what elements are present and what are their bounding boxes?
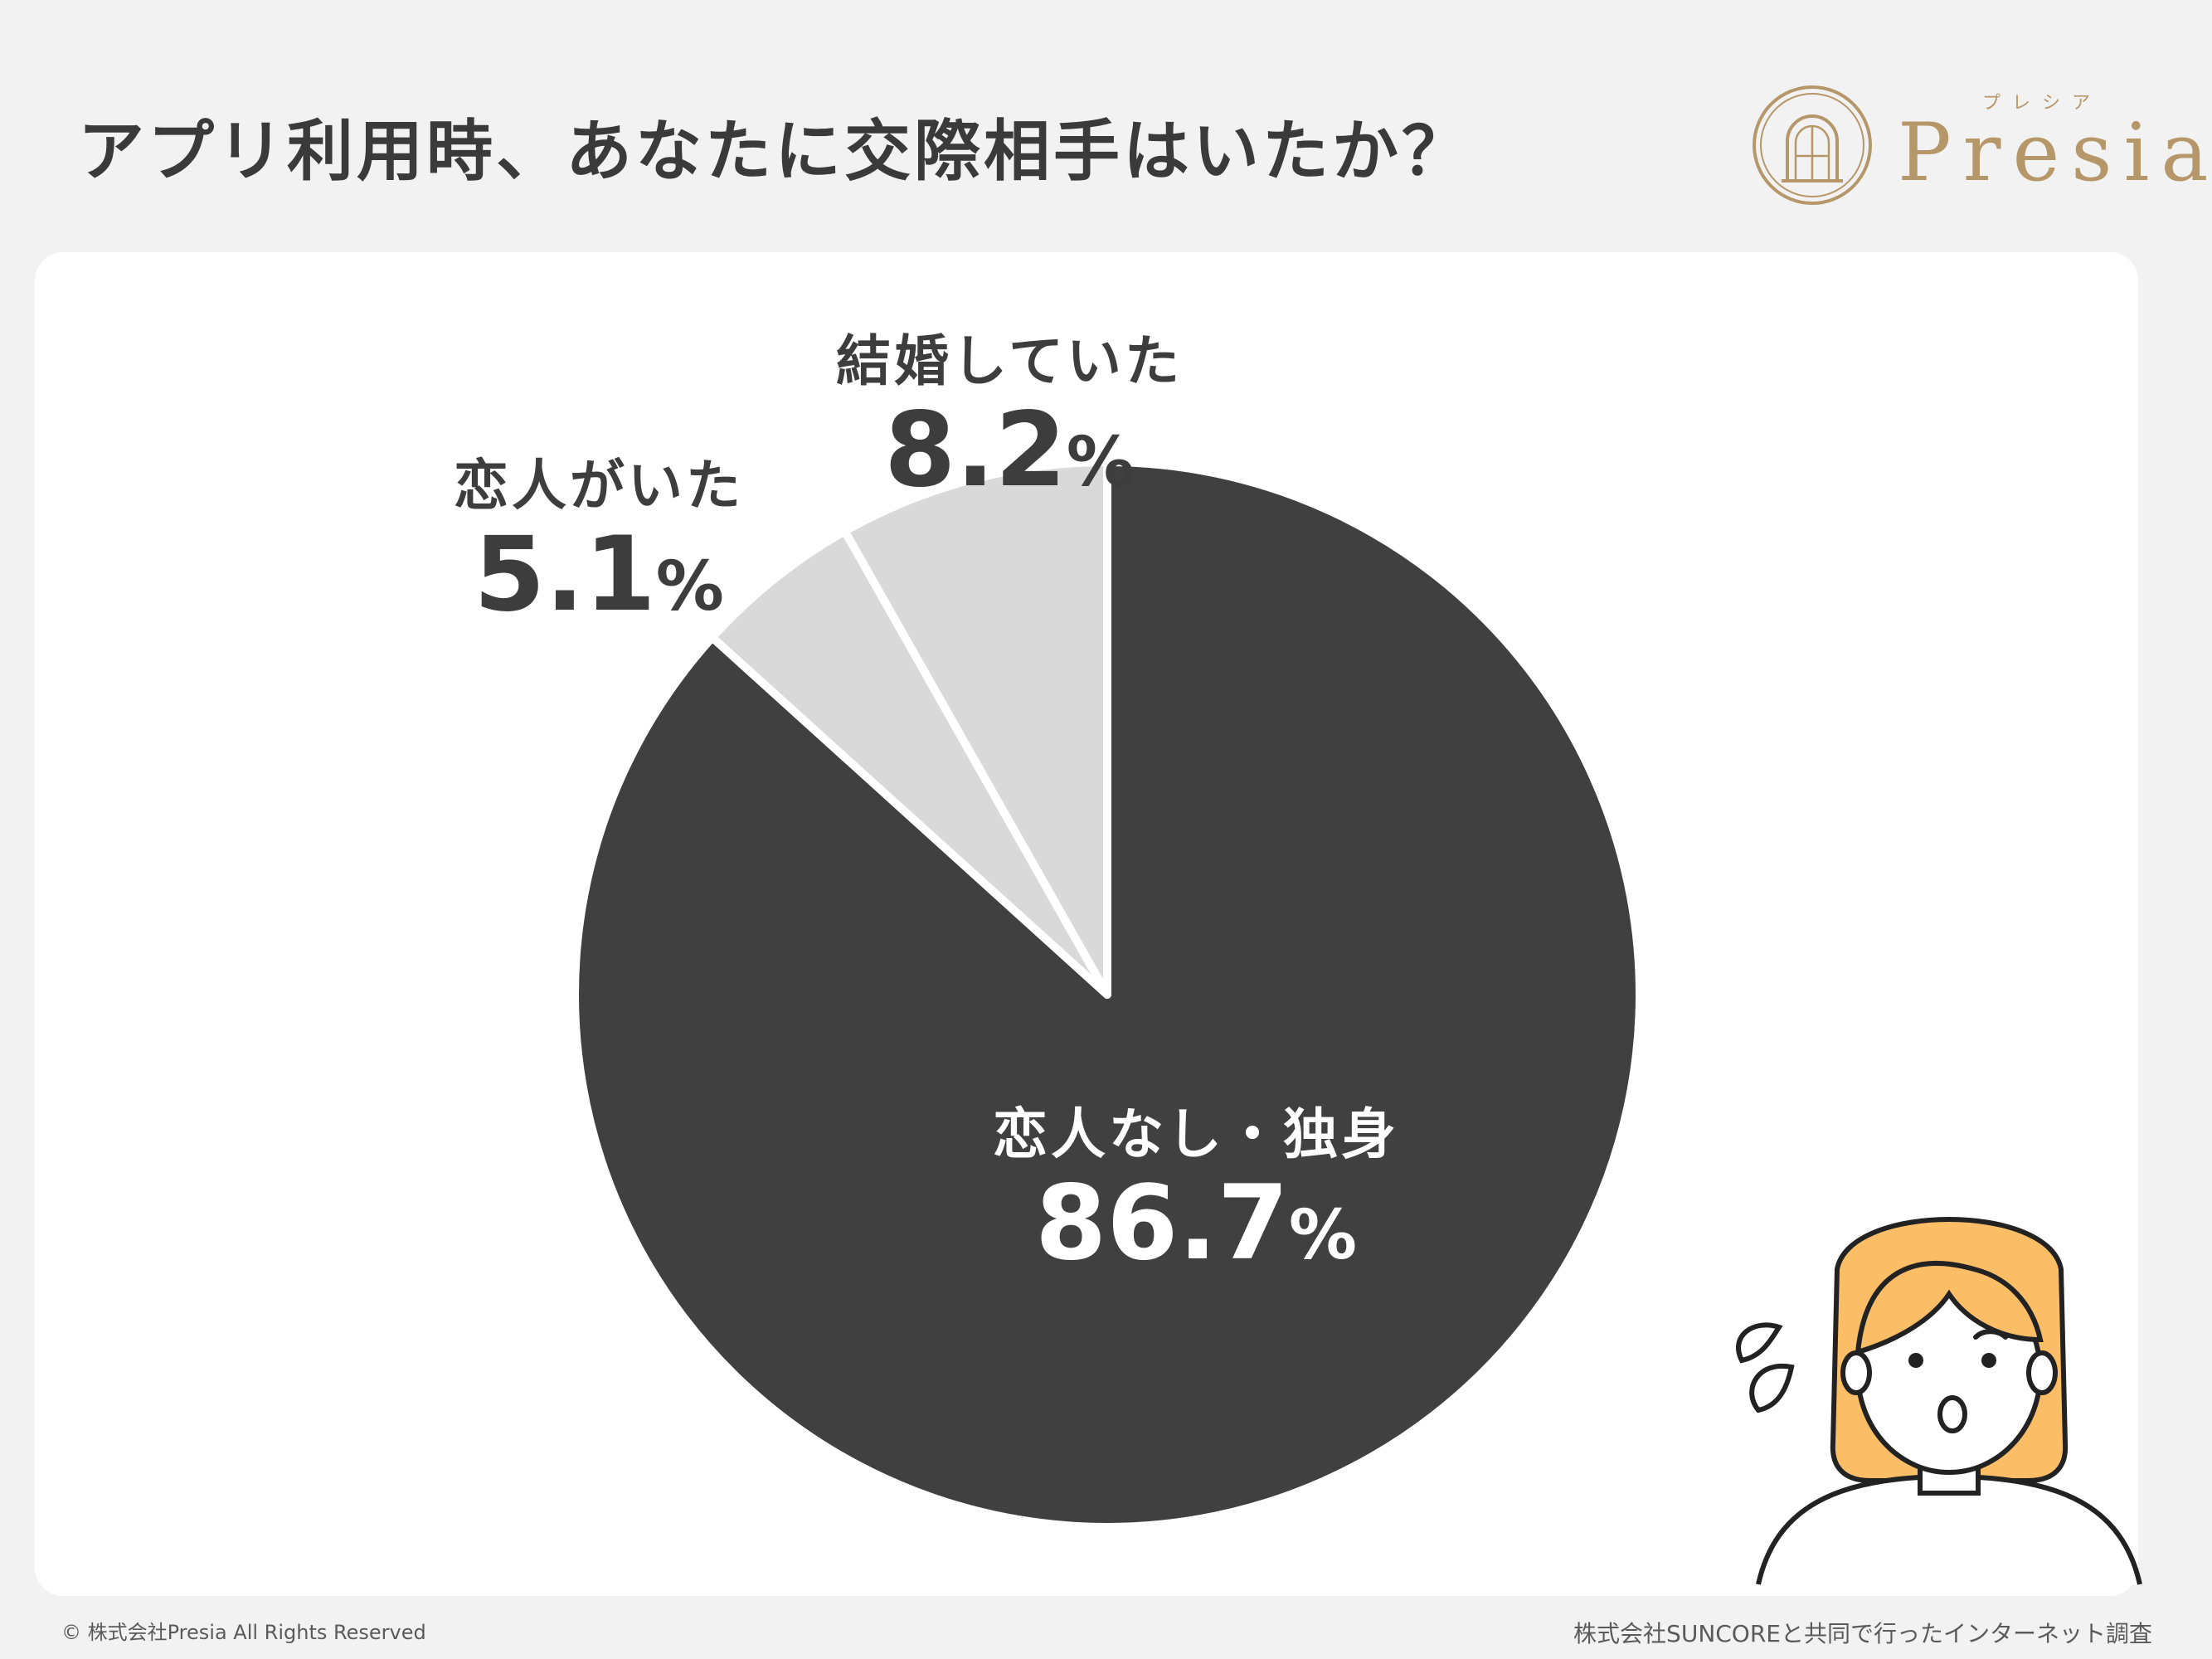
- page-title: アプリ利用時、あなたに交際相手はいたか？: [78, 113, 1471, 190]
- survey-source: 株式会社SUNCOREと共同で行ったインターネット調査: [1573, 1620, 2152, 1647]
- slice-value: 8.2%: [884, 391, 1135, 510]
- slice-name: 恋人がいた: [454, 454, 744, 518]
- arch-window-icon: [1753, 85, 1872, 205]
- slice-value: 5.1%: [474, 515, 724, 635]
- presia-logo: プレシア Presia: [1750, 83, 2209, 207]
- logo-wordmark: Presia: [1898, 106, 2212, 199]
- pie-slice-1: [707, 527, 1111, 999]
- slice-label-partner: 恋人がいた 5.1%: [391, 441, 806, 629]
- copyright: © 株式会社Presia All Rights Reserved: [61, 1621, 426, 1644]
- pie-slice-2: [840, 458, 1111, 999]
- slice-label-single: 恋人なし・独身 86.7%: [947, 1090, 1445, 1277]
- logo-kana: プレシア: [1982, 93, 2103, 114]
- slice-name: 結婚していた: [835, 329, 1184, 393]
- slice-name: 恋人なし・独身: [993, 1102, 1399, 1166]
- worried-woman-icon: [1736, 1217, 2142, 1585]
- slice-label-married: 結婚していた 8.2%: [781, 317, 1237, 504]
- slice-value: 86.7%: [1034, 1164, 1358, 1283]
- pie-chart: [571, 458, 1644, 1531]
